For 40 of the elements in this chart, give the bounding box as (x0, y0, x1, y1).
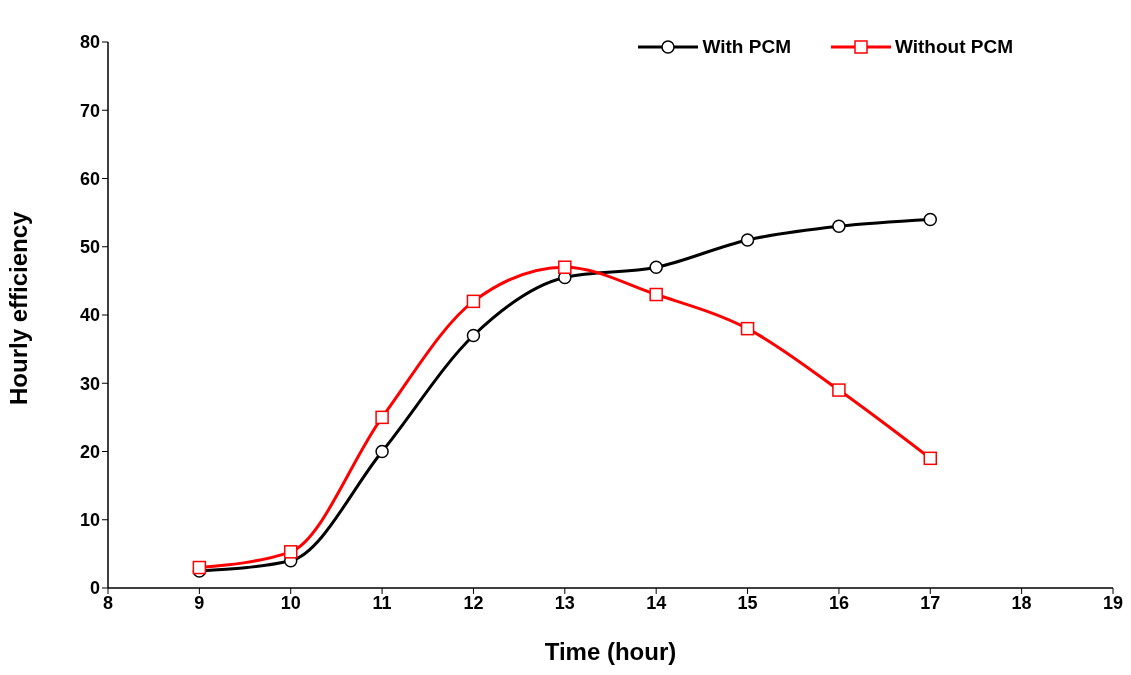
x-tick-label: 15 (737, 592, 758, 613)
point (375, 444, 389, 459)
y-tick-label: 60 (79, 168, 100, 189)
x-tick-label: 12 (463, 592, 484, 613)
point (923, 212, 938, 227)
y-tick-label: 0 (89, 578, 100, 599)
y-axis-title: Hourly efficiency (4, 210, 32, 405)
point (375, 410, 389, 425)
point (192, 560, 207, 575)
point (283, 545, 298, 559)
x-tick-label: 10 (280, 592, 301, 613)
y-tick-label: 40 (79, 305, 100, 326)
y-tick-label: 70 (79, 100, 100, 121)
x-tick-label: 16 (828, 592, 849, 613)
x-tick-label: 14 (646, 592, 667, 613)
x-tick-label: 8 (102, 592, 114, 613)
point (466, 328, 481, 343)
point (740, 321, 755, 336)
legend-label: With PCM (702, 36, 791, 58)
point (466, 294, 481, 309)
x-axis-title: Time (hour) (544, 638, 677, 665)
point (649, 287, 663, 302)
point (923, 451, 938, 466)
x-tick-label: 9 (194, 592, 205, 613)
y-tick-label: 50 (79, 237, 100, 258)
x-tick-label: 13 (554, 592, 575, 613)
x-tick-label: 17 (920, 592, 941, 613)
y-tick-label: 20 (79, 441, 100, 462)
point (832, 383, 846, 397)
point (649, 260, 663, 274)
y-tick-label: 10 (79, 510, 100, 531)
legend-label: Without PCM (894, 36, 1013, 58)
point (558, 260, 572, 274)
y-tick-label: 80 (79, 32, 100, 53)
x-tick-label: 18 (1011, 592, 1032, 613)
x-tick-label: 11 (372, 592, 392, 613)
x-tick-label: 19 (1102, 592, 1124, 613)
y-tick-label: 30 (79, 373, 100, 394)
point (740, 233, 755, 247)
point (832, 219, 846, 234)
